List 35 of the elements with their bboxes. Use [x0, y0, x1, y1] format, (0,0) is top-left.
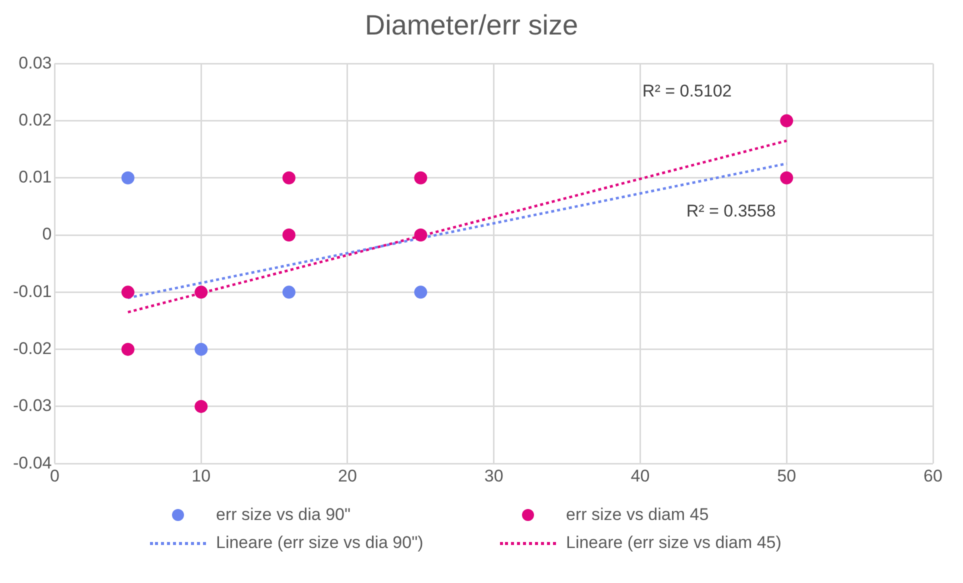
- point: [121, 171, 134, 184]
- y-tick-label: -0.04: [13, 453, 52, 472]
- point: [194, 400, 208, 413]
- legend-label: Lineare (err size vs diam 45): [566, 533, 782, 553]
- point: [780, 114, 794, 128]
- y-tick-label: -0.02: [13, 339, 52, 358]
- point: [414, 286, 428, 299]
- point: [282, 228, 296, 242]
- x-tick-label: 30: [484, 466, 504, 486]
- point: [194, 342, 208, 356]
- x-tick-label: 60: [924, 466, 942, 486]
- point: [282, 171, 296, 184]
- y-tick-label: 0.02: [18, 110, 52, 130]
- chart-title: Diameter/err size: [364, 10, 578, 41]
- legend-label: Lineare (err size vs dia 90"): [216, 533, 424, 553]
- y-tick-label: 0.01: [18, 168, 52, 187]
- x-tick-label: 50: [777, 466, 796, 486]
- x-tick-label: 10: [192, 466, 211, 486]
- legend-label: err size vs dia 90": [216, 505, 351, 525]
- point: [282, 286, 296, 299]
- point: [414, 228, 428, 242]
- annotation: R² = 0.5102: [642, 81, 732, 100]
- y-tick-label: -0.03: [13, 396, 52, 416]
- y-tick-label: 0: [42, 224, 52, 244]
- annotation: R² = 0.3558: [686, 201, 776, 220]
- point: [121, 342, 134, 356]
- x-tick-label: 40: [630, 466, 650, 486]
- point: [121, 286, 134, 299]
- point: [780, 171, 794, 184]
- legend-label: err size vs diam 45: [566, 505, 709, 525]
- y-tick-label: -0.01: [13, 282, 52, 301]
- x-tick-label: 20: [338, 466, 357, 486]
- point: [414, 171, 428, 184]
- y-tick-label: 0.03: [18, 53, 52, 72]
- point: [194, 286, 208, 299]
